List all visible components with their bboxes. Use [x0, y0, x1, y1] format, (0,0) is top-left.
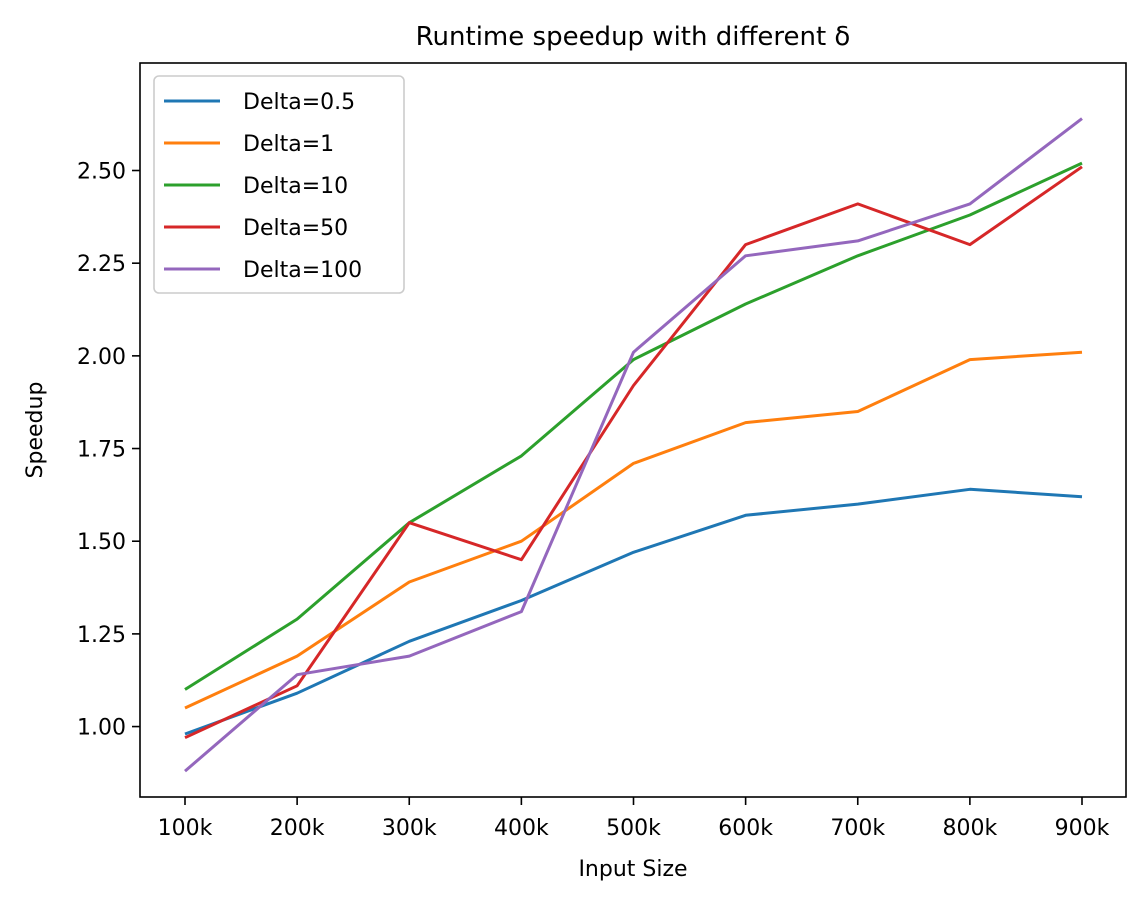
x-tick-label: 100k: [158, 816, 213, 841]
chart-title: Runtime speedup with different δ: [416, 22, 851, 52]
x-axis-label: Input Size: [578, 857, 687, 882]
x-axis: 100k 200k 300k 400k 500k 600k 700k 800k 900k: [158, 797, 1110, 841]
series-line: [184, 161, 1083, 691]
legend-label: Delta=100: [243, 258, 362, 283]
y-tick-label: 1.75: [77, 438, 126, 463]
y-axis: 1.00 1.25 1.50 1.75 2.00 2.25 2.50: [77, 160, 140, 741]
plot-lines: [184, 117, 1083, 773]
x-tick-label: 200k: [270, 816, 325, 841]
series-line: [184, 487, 1083, 736]
y-tick-label: 1.25: [77, 623, 126, 648]
legend-label: Delta=50: [243, 216, 348, 241]
legend-label: Delta=10: [243, 174, 348, 199]
legend-box: [153, 75, 405, 294]
x-tick-label: 800k: [943, 816, 998, 841]
legend-label: Delta=1: [243, 132, 334, 157]
series-line: [184, 117, 1083, 773]
x-tick-label: 900k: [1055, 816, 1110, 841]
y-tick-label: 1.50: [77, 530, 126, 555]
series-line: [184, 165, 1083, 740]
x-tick-label: 500k: [606, 816, 661, 841]
legend-label: Delta=0.5: [243, 90, 355, 115]
y-tick-label: 1.00: [77, 716, 126, 741]
legend: Delta=0.5 Delta=1 Delta=10 Delta=50 Delta=10…: [153, 75, 405, 294]
x-tick-label: 700k: [830, 816, 885, 841]
x-tick-label: 300k: [382, 816, 437, 841]
x-tick-label: 400k: [494, 816, 549, 841]
y-tick-label: 2.50: [77, 160, 126, 185]
y-axis-label: Speedup: [23, 382, 48, 479]
y-tick-label: 2.25: [77, 252, 126, 277]
y-tick-label: 2.00: [77, 345, 126, 370]
x-tick-label: 600k: [718, 816, 773, 841]
